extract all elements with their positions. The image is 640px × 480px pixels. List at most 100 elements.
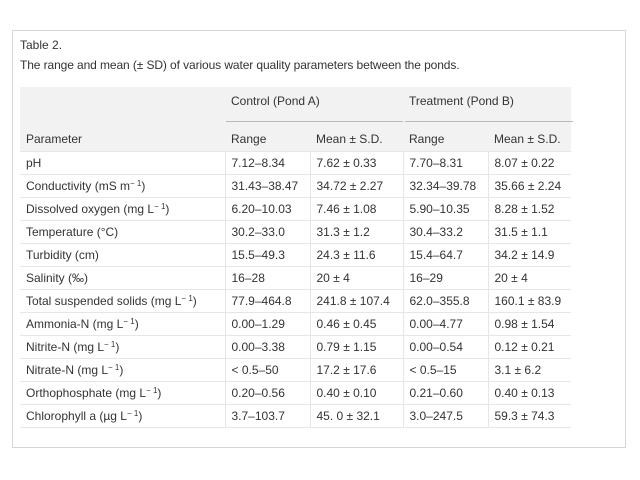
treatment-mean-cell: 0.12 ± 0.21 [487, 334, 571, 358]
control-mean-cell: 241.8 ± 107.4 [309, 288, 403, 312]
table-caption-label: Table 2. [20, 38, 63, 52]
control-range-cell: 0.00–3.38 [224, 334, 310, 358]
unit-exponent: − 1 [123, 316, 135, 326]
table-row: Salinity (‰) 16–28 20 ± 4 16–29 20 ± 4 [20, 265, 571, 289]
control-mean-cell: 7.46 ± 1.08 [309, 196, 403, 220]
treatment-mean-cell: 8.07 ± 0.22 [487, 150, 571, 174]
unit-exponent: − 1 [146, 385, 158, 395]
treatment-range-cell: 5.90–10.35 [402, 196, 488, 220]
unit-exponent: − 1 [108, 362, 120, 372]
parameter-name: Temperature (°C) [26, 224, 119, 239]
table-row: Conductivity (mS m− 1) 31.43–38.47 34.72 ±… [20, 173, 571, 197]
treatment-range-cell: 7.70–8.31 [402, 150, 488, 174]
control-mean-cell: 0.79 ± 1.15 [309, 334, 403, 358]
control-range-cell: 15.5–49.3 [224, 242, 310, 266]
parameter-name: Chlorophyll a (µg L [26, 408, 127, 423]
table-row: Turbidity (cm) 15.5–49.3 24.3 ± 11.6 15.4–6… [20, 242, 571, 266]
column-header-treatment-mean: Mean ± S.D. [488, 123, 571, 151]
table-caption-text: The range and mean (± SD) of various wat… [20, 58, 460, 72]
table-panel: Table 2. The range and mean (± SD) of va… [12, 30, 626, 448]
treatment-mean-cell: 3.1 ± 6.2 [487, 357, 571, 381]
parameter-cell: Total suspended solids (mg L− 1) [20, 288, 225, 312]
unit-close: ) [141, 178, 146, 193]
control-mean-cell: 24.3 ± 11.6 [309, 242, 403, 266]
parameter-name: Salinity (‰) [26, 270, 89, 285]
column-header-row: Parameter Range Mean ± S.D. Range Mean ±… [20, 123, 571, 151]
treatment-range-cell: 15.4–64.7 [402, 242, 488, 266]
column-header-control-range: Range [225, 123, 310, 151]
table-row: Chlorophyll a (µg L− 1) 3.7–103.7 45. 0 ± … [20, 403, 571, 428]
table-row: Total suspended solids (mg L− 1) 77.9–464… [20, 288, 571, 312]
treatment-range-cell: 32.34–39.78 [402, 173, 488, 197]
group-rule-treatment [405, 121, 573, 122]
parameter-cell: pH [20, 150, 225, 174]
control-range-cell: 0.20–0.56 [224, 380, 310, 404]
control-mean-cell: 31.3 ± 1.2 [309, 219, 403, 243]
group-header-row: Control (Pond A) Treatment (Pond B) [20, 87, 571, 123]
treatment-mean-cell: 0.40 ± 0.13 [487, 380, 571, 404]
parameter-cell: Orthophosphate (mg L− 1) [20, 380, 225, 404]
control-range-cell: 7.12–8.34 [224, 150, 310, 174]
control-range-cell: 30.2–33.0 [224, 219, 310, 243]
treatment-mean-cell: 31.5 ± 1.1 [487, 219, 571, 243]
table-row: Nitrate-N (mg L− 1) < 0.5–50 17.2 ± 17.6 < … [20, 357, 571, 381]
treatment-mean-cell: 160.1 ± 83.9 [487, 288, 571, 312]
column-header-control-mean: Mean ± S.D. [310, 123, 403, 151]
table-row: Temperature (°C) 30.2–33.0 31.3 ± 1.2 30.4–… [20, 219, 571, 243]
parameter-name: Conductivity (mS m [26, 178, 131, 193]
table-row: Dissolved oxygen (mg L− 1) 6.20–10.03 7.46… [20, 196, 571, 220]
table-row: Nitrite-N (mg L− 1) 0.00–3.38 0.79 ± 1.15 0… [20, 334, 571, 358]
parameter-cell: Nitrate-N (mg L− 1) [20, 357, 225, 381]
parameter-cell: Salinity (‰) [20, 265, 225, 289]
parameter-name: Ammonia-N (mg L [26, 316, 124, 331]
treatment-range-cell: 30.4–33.2 [402, 219, 488, 243]
parameter-cell: Ammonia-N (mg L− 1) [20, 311, 225, 335]
control-range-cell: 77.9–464.8 [224, 288, 310, 312]
parameter-name: Nitrite-N (mg L [26, 339, 105, 354]
group-header-treatment: Treatment (Pond B) [403, 87, 571, 123]
control-range-cell: 16–28 [224, 265, 310, 289]
unit-close: ) [115, 339, 120, 354]
control-mean-cell: 17.2 ± 17.6 [309, 357, 403, 381]
treatment-range-cell: 3.0–247.5 [402, 403, 488, 428]
unit-exponent: − 1 [104, 339, 116, 349]
parameter-cell: Temperature (°C) [20, 219, 225, 243]
treatment-range-cell: 0.00–4.77 [402, 311, 488, 335]
unit-exponent: − 1 [130, 178, 142, 188]
parameter-name: Nitrate-N (mg L [26, 362, 109, 377]
parameter-cell: Nitrite-N (mg L− 1) [20, 334, 225, 358]
treatment-range-cell: 62.0–355.8 [402, 288, 488, 312]
control-range-cell: 0.00–1.29 [224, 311, 310, 335]
treatment-range-cell: 0.00–0.54 [402, 334, 488, 358]
unit-exponent: − 1 [154, 201, 166, 211]
unit-exponent: − 1 [126, 408, 139, 418]
control-range-cell: < 0.5–50 [224, 357, 310, 381]
treatment-range-cell: 0.21–0.60 [402, 380, 488, 404]
treatment-range-cell: 16–29 [402, 265, 488, 289]
parameter-cell: Chlorophyll a (µg L− 1) [20, 403, 225, 428]
parameter-name: Dissolved oxygen (mg L [26, 201, 155, 216]
table-body: pH 7.12–8.34 7.62 ± 0.33 7.70–8.31 8.07 ± 0.… [20, 150, 571, 428]
parameter-name: pH [26, 155, 42, 170]
control-mean-cell: 20 ± 4 [309, 265, 403, 289]
column-header-parameter: Parameter [20, 123, 225, 151]
parameter-name: Turbidity (cm) [26, 247, 99, 262]
treatment-mean-cell: 20 ± 4 [487, 265, 571, 289]
control-mean-cell: 0.40 ± 0.10 [309, 380, 403, 404]
treatment-mean-cell: 8.28 ± 1.52 [487, 196, 571, 220]
control-range-cell: 6.20–10.03 [224, 196, 310, 220]
column-header-treatment-range: Range [403, 123, 488, 151]
group-header-control: Control (Pond A) [225, 87, 403, 123]
parameter-name: Orthophosphate (mg L [26, 385, 147, 400]
control-range-cell: 3.7–103.7 [224, 403, 310, 428]
unit-close: ) [134, 316, 139, 331]
group-label-treatment: Treatment (Pond B) [409, 94, 514, 108]
control-mean-cell: 34.72 ± 2.27 [309, 173, 403, 197]
group-header-empty [20, 87, 225, 123]
unit-close: ) [157, 385, 162, 400]
treatment-mean-cell: 34.2 ± 14.9 [487, 242, 571, 266]
water-quality-table: Control (Pond A) Treatment (Pond B) Para… [20, 87, 571, 428]
unit-exponent: − 1 [181, 293, 193, 303]
treatment-range-cell: < 0.5–15 [402, 357, 488, 381]
table-row: Orthophosphate (mg L− 1) 0.20–0.56 0.40 ± … [20, 380, 571, 404]
